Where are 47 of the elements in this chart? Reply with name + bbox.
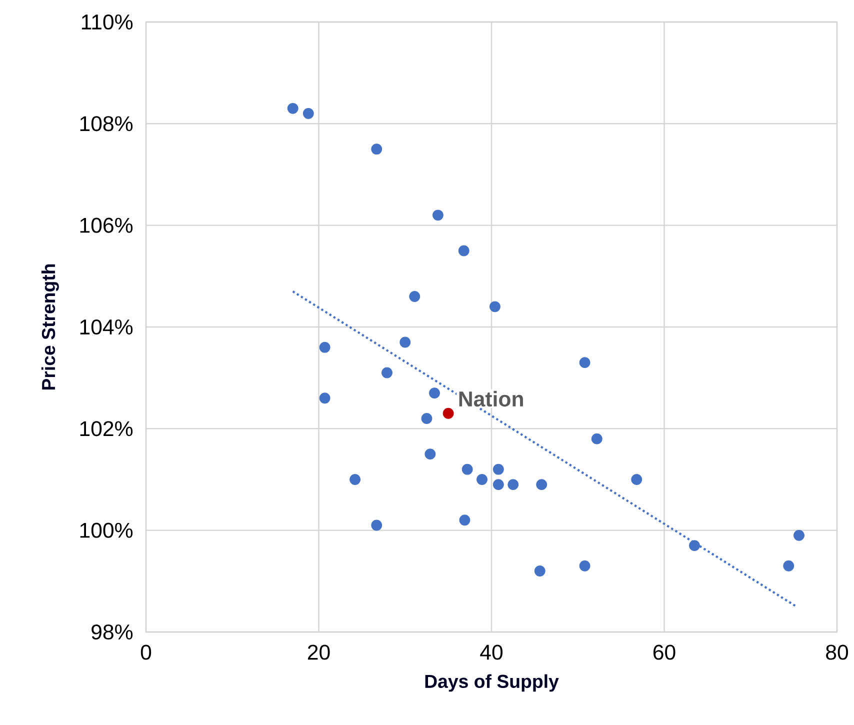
- point: [442, 408, 454, 419]
- point: [382, 367, 392, 378]
- y-tick-label: 104%: [80, 319, 133, 335]
- point: [534, 566, 546, 576]
- y-tick-label: 100%: [80, 522, 133, 538]
- x-tick-label: 0: [140, 644, 152, 660]
- point: [424, 448, 436, 460]
- y-tick-label: 98%: [92, 624, 133, 640]
- x-tick-label: 20: [308, 644, 330, 660]
- point: [492, 479, 504, 490]
- point: [400, 336, 411, 348]
- point: [371, 144, 382, 155]
- point: [432, 210, 444, 221]
- point: [459, 514, 470, 526]
- point: [350, 474, 360, 485]
- point: [421, 413, 432, 424]
- point: [508, 479, 519, 490]
- point: [371, 520, 382, 531]
- point: [536, 479, 548, 490]
- point: [287, 102, 298, 114]
- y-axis-title: Price Strength: [41, 264, 59, 390]
- y-tick-label: 106%: [80, 218, 133, 233]
- x-tick-label: 60: [653, 644, 676, 660]
- point: [409, 291, 420, 302]
- y-tick-label: 102%: [80, 421, 133, 436]
- x-tick-label: 80: [826, 644, 848, 660]
- x-axis-title: Days of Supply: [425, 674, 559, 692]
- point: [429, 388, 440, 399]
- point: [579, 357, 590, 368]
- point: [783, 560, 794, 572]
- point: [489, 301, 500, 312]
- y-tick-label: 110%: [82, 14, 133, 30]
- x-tick-label: 40: [480, 644, 503, 660]
- series-label: Nation: [459, 390, 523, 407]
- point: [458, 245, 470, 256]
- point: [579, 560, 590, 572]
- point: [689, 540, 700, 552]
- point: [794, 530, 804, 541]
- point: [476, 474, 488, 485]
- point: [462, 464, 473, 475]
- point: [591, 433, 602, 444]
- point: [631, 474, 642, 485]
- point: [492, 464, 504, 475]
- y-tick-label: 108%: [80, 116, 133, 132]
- point: [319, 392, 330, 404]
- point: [319, 342, 330, 353]
- point: [302, 108, 314, 119]
